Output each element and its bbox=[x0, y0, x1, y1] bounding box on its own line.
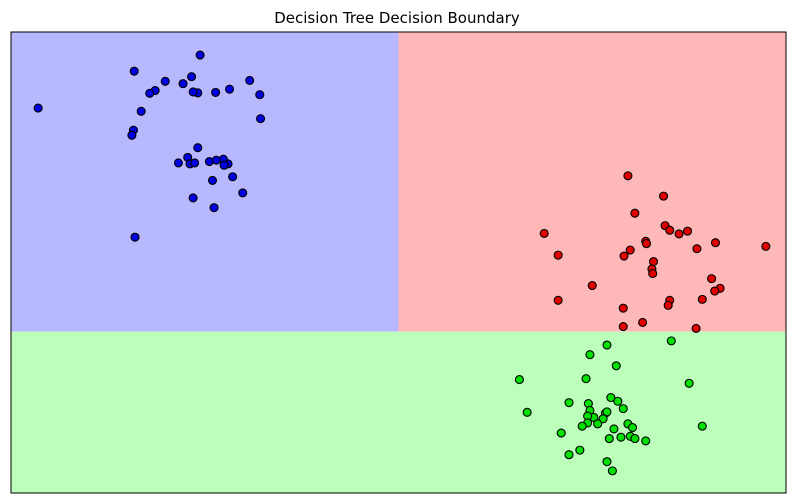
point-red bbox=[553, 250, 563, 260]
point-green bbox=[611, 361, 621, 371]
point-green bbox=[627, 422, 638, 433]
point-red bbox=[710, 238, 721, 248]
point-blue bbox=[211, 155, 221, 165]
point-green bbox=[607, 466, 617, 476]
point-blue bbox=[187, 72, 197, 82]
point-red bbox=[761, 241, 771, 251]
point-red bbox=[648, 269, 658, 279]
point-red bbox=[697, 294, 707, 304]
point-red bbox=[625, 245, 635, 255]
point-blue bbox=[255, 90, 265, 100]
point-blue bbox=[173, 158, 183, 168]
point-red bbox=[665, 225, 675, 235]
point-red bbox=[692, 244, 702, 254]
point-green bbox=[684, 378, 694, 388]
point-red bbox=[663, 300, 673, 310]
point-red bbox=[638, 317, 648, 327]
point-blue bbox=[127, 130, 137, 140]
point-blue bbox=[188, 193, 198, 203]
point-blue bbox=[255, 114, 266, 124]
point-red bbox=[658, 191, 669, 201]
point-blue bbox=[211, 87, 221, 97]
point-green bbox=[618, 404, 628, 414]
point-red bbox=[710, 286, 720, 296]
point-blue bbox=[225, 84, 235, 94]
point-blue bbox=[129, 66, 139, 76]
point-blue bbox=[207, 175, 218, 185]
point-green bbox=[556, 428, 566, 438]
plot-frame bbox=[10, 31, 787, 494]
point-red bbox=[691, 323, 701, 333]
point-green bbox=[630, 434, 640, 444]
point-red bbox=[539, 228, 549, 239]
point-green bbox=[577, 421, 587, 431]
point-blue bbox=[188, 87, 198, 97]
point-blue bbox=[130, 232, 140, 242]
point-green bbox=[616, 432, 626, 442]
point-blue bbox=[245, 75, 255, 85]
point-red bbox=[553, 295, 563, 305]
point-green bbox=[609, 424, 619, 434]
point-blue bbox=[136, 106, 146, 116]
point-blue bbox=[160, 76, 170, 86]
region-blue bbox=[11, 32, 399, 332]
chart-title: Decision Tree Decision Boundary bbox=[274, 9, 520, 27]
point-green bbox=[606, 393, 616, 403]
point-blue bbox=[228, 172, 238, 182]
point-green bbox=[602, 407, 612, 417]
point-red bbox=[683, 226, 693, 236]
point-red bbox=[618, 303, 628, 313]
point-green bbox=[602, 340, 612, 350]
point-blue bbox=[190, 158, 200, 168]
point-red bbox=[619, 251, 629, 261]
region-green bbox=[11, 331, 786, 493]
point-blue bbox=[33, 103, 43, 113]
point-red bbox=[648, 257, 659, 267]
point-blue bbox=[178, 79, 188, 89]
point-green bbox=[641, 436, 651, 446]
point-green bbox=[593, 419, 603, 429]
point-red bbox=[707, 274, 717, 284]
point-blue bbox=[193, 143, 203, 153]
point-green bbox=[585, 350, 595, 360]
point-green bbox=[581, 374, 591, 384]
point-red bbox=[623, 171, 633, 181]
data-points bbox=[33, 50, 771, 476]
point-blue bbox=[209, 203, 219, 213]
point-blue bbox=[145, 88, 155, 98]
point-green bbox=[697, 421, 707, 431]
point-green bbox=[598, 414, 608, 424]
point-blue bbox=[195, 50, 205, 60]
point-red bbox=[630, 208, 640, 218]
point-green bbox=[575, 445, 585, 455]
point-blue bbox=[238, 188, 248, 198]
point-red bbox=[674, 229, 684, 239]
point-red bbox=[618, 322, 628, 332]
point-green bbox=[666, 336, 676, 346]
point-green bbox=[613, 396, 623, 406]
point-green bbox=[522, 407, 532, 417]
point-green bbox=[564, 398, 574, 408]
point-green bbox=[604, 434, 614, 444]
point-blue bbox=[219, 160, 229, 170]
point-green bbox=[564, 450, 574, 460]
point-green bbox=[514, 375, 524, 385]
point-red bbox=[587, 280, 597, 291]
point-green bbox=[602, 457, 612, 467]
point-red bbox=[641, 239, 652, 249]
decision-regions bbox=[11, 32, 786, 493]
